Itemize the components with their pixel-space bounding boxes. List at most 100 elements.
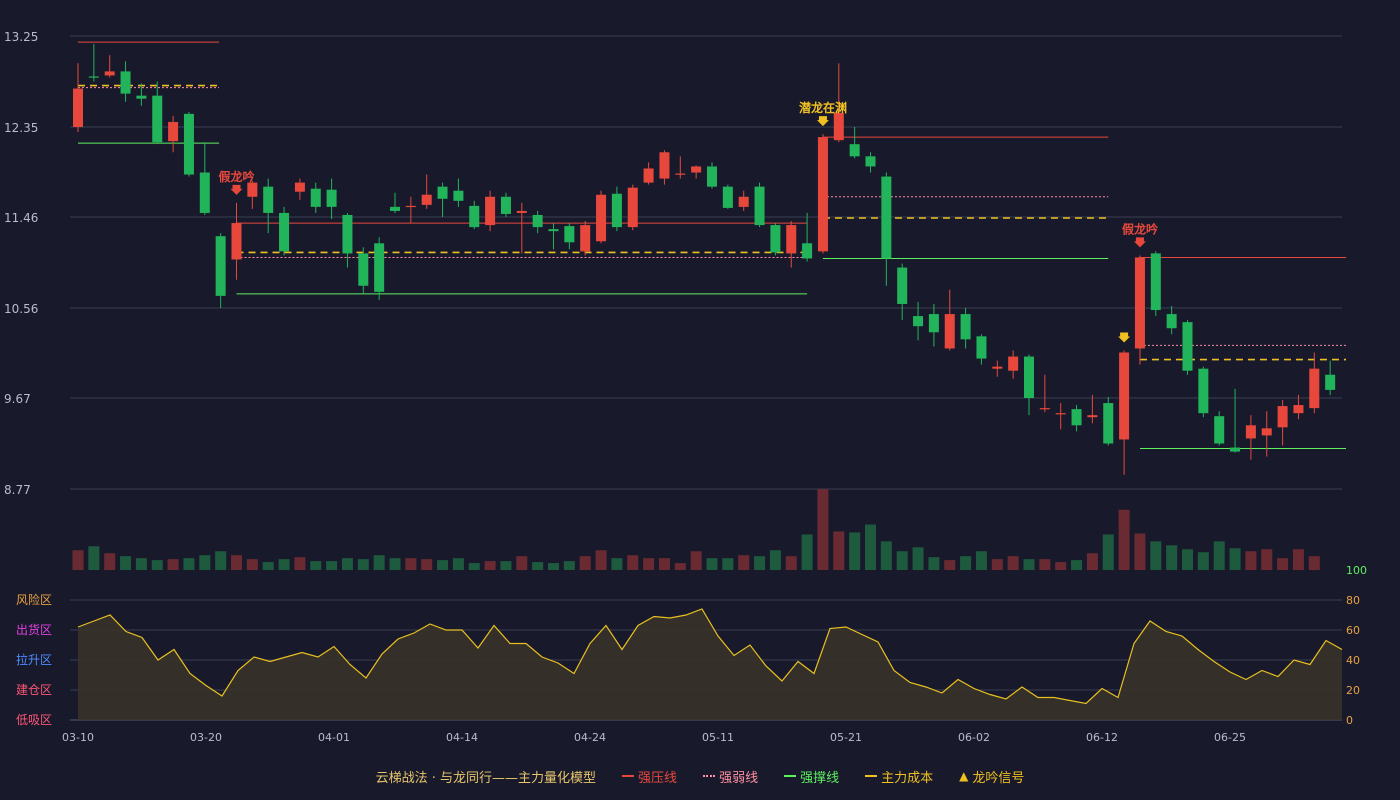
oscillator-panel: 0 20 40 60 80 100 低吸区 建仓区 拉升区 出货区 风险区 <box>16 564 1367 727</box>
osc-zone-label: 建仓区 <box>16 683 52 697</box>
candle <box>326 178 337 220</box>
price-tick-label: 10.56 <box>4 302 38 316</box>
volume-bar <box>484 561 496 570</box>
candle-body <box>1071 409 1082 426</box>
candle-body <box>1277 406 1288 428</box>
volume-bar <box>199 555 211 570</box>
osc-zone-label: 出货区 <box>16 622 52 637</box>
candle <box>913 301 924 341</box>
cost-swatch <box>865 775 878 777</box>
candlestick-series <box>73 44 1336 475</box>
candle <box>738 190 749 211</box>
candle-body <box>199 172 210 213</box>
candle <box>627 184 638 231</box>
candle-body <box>453 190 464 201</box>
date-tick-label: 06-12 <box>1086 731 1118 744</box>
candle-body <box>120 71 131 94</box>
volume-bar <box>563 561 575 570</box>
candle-body <box>104 71 115 76</box>
candle-body <box>231 223 242 260</box>
volume-bar <box>1007 556 1019 570</box>
volume-bar <box>135 558 147 570</box>
volume-bar <box>310 561 322 570</box>
volume-bar <box>437 560 449 570</box>
osc-zone-label: 风险区 <box>16 592 52 607</box>
candle <box>786 221 797 268</box>
candle <box>421 174 432 209</box>
candle-body <box>865 156 876 167</box>
candle <box>1182 320 1193 375</box>
volume-bar <box>1277 558 1289 570</box>
candle-body <box>310 188 321 207</box>
candle <box>405 196 416 224</box>
volume-bar <box>183 558 195 570</box>
osc-zone-label: 拉升区 <box>16 652 52 667</box>
candle <box>390 192 400 213</box>
candle <box>247 180 258 209</box>
legend-support[interactable]: 强撑线 <box>784 767 839 786</box>
candle-body <box>1261 428 1272 436</box>
candle <box>691 165 702 179</box>
candle <box>976 334 987 365</box>
legend-signal[interactable]: ▲ 龙吟信号 <box>959 769 1025 786</box>
signal-label: 假龙吟 <box>1122 221 1158 236</box>
volume-bar <box>1245 551 1257 570</box>
date-tick-label: 05-11 <box>702 731 734 744</box>
volume-bar <box>674 563 686 570</box>
volume-bar <box>611 558 623 570</box>
candle <box>611 186 622 232</box>
candle-body <box>928 314 939 333</box>
candle-body <box>1150 253 1161 311</box>
candle-body <box>1119 352 1130 440</box>
candle <box>500 192 511 217</box>
candle <box>1134 255 1145 365</box>
volume-bar <box>1261 549 1273 570</box>
volume-bar <box>151 560 163 570</box>
candle-body <box>738 196 749 207</box>
legend-cost[interactable]: 主力成本 <box>865 767 933 786</box>
volume-bar <box>72 550 84 570</box>
legend-title: 云梯战法 · 与龙同行——主力量化模型 <box>375 770 597 786</box>
volume-bar <box>1102 534 1114 570</box>
candle <box>659 150 670 185</box>
volume-bar <box>120 556 132 570</box>
volume-bar <box>1071 560 1083 570</box>
volume-bar <box>167 559 179 570</box>
candle <box>358 247 369 294</box>
candle <box>374 237 385 300</box>
candle <box>928 303 939 347</box>
candle <box>881 172 892 286</box>
date-tick-label: 04-14 <box>446 731 478 744</box>
candle-body <box>294 182 305 192</box>
volume-bar <box>532 562 544 570</box>
volume-bar <box>928 557 940 570</box>
candle <box>342 212 353 268</box>
volume-bar <box>658 558 670 570</box>
candle-body <box>405 205 416 208</box>
legend-weak[interactable]: 强弱线 <box>703 767 758 786</box>
signal-arrow-icon <box>1118 332 1131 343</box>
volume-bar <box>1086 553 1098 570</box>
volume-bar <box>468 563 480 570</box>
volume-bar <box>1197 552 1209 570</box>
candle-body <box>643 168 654 183</box>
candle <box>1166 305 1177 335</box>
legend-pressure[interactable]: 强压线 <box>622 767 677 786</box>
candle-body <box>881 176 892 259</box>
candle <box>675 156 686 179</box>
volume-bar <box>1023 559 1035 570</box>
volume-bar <box>769 550 781 570</box>
volume-bar <box>738 555 750 570</box>
candle <box>992 360 1003 377</box>
candle-body <box>1055 413 1066 415</box>
candle <box>548 223 559 250</box>
volume-bar <box>421 559 433 570</box>
candle-body <box>183 113 194 175</box>
candle <box>1024 354 1034 416</box>
volume-bar <box>389 558 401 570</box>
candle-body <box>913 316 924 327</box>
candle <box>215 233 226 309</box>
candle-body <box>1039 408 1050 410</box>
candle <box>168 115 179 153</box>
volume-bar <box>1308 556 1320 570</box>
